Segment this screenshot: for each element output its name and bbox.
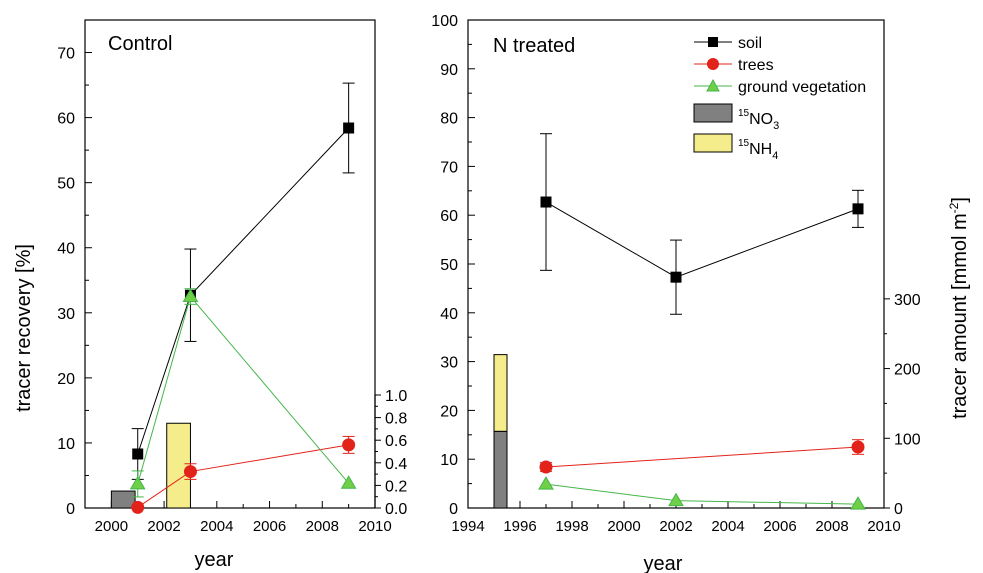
point-trees xyxy=(131,500,145,514)
x-tick-label: 2010 xyxy=(358,518,391,535)
point-ground-vegetation xyxy=(129,475,146,490)
series-line-trees xyxy=(545,446,859,468)
point-trees xyxy=(183,465,197,479)
secondary-y-tick-label: 0.6 xyxy=(385,433,407,450)
y-tick-label: 40 xyxy=(440,306,458,323)
secondary-y-tick-label: 1.0 xyxy=(385,388,407,405)
secondary-y-tick-label: 0.0 xyxy=(385,501,407,518)
y-tick-label: 10 xyxy=(440,452,458,469)
y-tick-label: 50 xyxy=(57,176,75,193)
x-tick-label: 2002 xyxy=(659,518,692,535)
right-ylabel: tracer amount [mmol m-2] xyxy=(947,197,971,419)
y-tick-label: 20 xyxy=(440,403,458,420)
secondary-y-tick-label: 100 xyxy=(894,431,921,448)
legend-item-no3: 15NO3 xyxy=(693,103,779,132)
x-tick-label: 2008 xyxy=(306,518,339,535)
x-tick-label: 2004 xyxy=(200,518,233,535)
x-tick-label: 2004 xyxy=(711,518,744,535)
x-tick-label: 1998 xyxy=(555,518,588,535)
point-trees xyxy=(539,460,553,474)
point-ground-vegetation xyxy=(538,476,554,490)
bar-15no3 xyxy=(110,490,136,509)
legend-item-ground-vegetation: ground vegetation xyxy=(694,78,866,96)
y-tick-label: 60 xyxy=(440,208,458,225)
legend-item-nh4: 15NH4 xyxy=(693,133,778,162)
y-tick-label: 40 xyxy=(57,241,75,258)
y-tick-label: 0 xyxy=(66,501,75,518)
secondary-y-tick-label: 200 xyxy=(894,362,921,379)
y-tick-label: 70 xyxy=(440,159,458,176)
point-ground-vegetation xyxy=(182,288,199,303)
control-xlabel: year xyxy=(195,549,234,571)
control-panel: 2000 2002 2004 2006 2008 2010 0 10 20 30 40 50 60 70 0… xyxy=(57,19,407,571)
n-treated-panel: 1994 1996 1998 2000 2002 2004 2006 2008 20100102… xyxy=(431,13,921,573)
x-tick-label: 1994 xyxy=(451,518,484,535)
point-soil xyxy=(670,271,682,283)
secondary-y-tick-label: 300 xyxy=(894,292,921,309)
legend-label-soil: soil xyxy=(738,35,762,52)
x-tick-label: 2006 xyxy=(253,518,286,535)
series-line-soil xyxy=(545,201,859,278)
legend-label-trees: trees xyxy=(738,57,774,74)
point-soil xyxy=(852,203,864,215)
control-plot-frame xyxy=(84,19,376,509)
x-tick-label: 2000 xyxy=(95,518,128,535)
x-tick-label: 2000 xyxy=(607,518,640,535)
x-tick-label: 1996 xyxy=(503,518,536,535)
secondary-y-tick-label: 0.8 xyxy=(385,411,407,428)
point-trees xyxy=(851,440,865,454)
y-tick-label: 10 xyxy=(57,436,75,453)
y-tick-label: 30 xyxy=(440,355,458,372)
y-tick-label: 30 xyxy=(57,306,75,323)
y-tick-label: 20 xyxy=(57,371,75,388)
left-ylabel: tracer recovery [%] xyxy=(13,244,35,412)
series-line-ground-vegetation xyxy=(545,483,859,505)
secondary-y-tick-label: 0 xyxy=(894,501,903,518)
point-soil xyxy=(343,122,355,134)
y-tick-label: 50 xyxy=(440,257,458,274)
series-line-soil xyxy=(137,127,349,455)
x-tick-label: 2002 xyxy=(147,518,180,535)
legend-item-soil: soil xyxy=(694,35,762,52)
point-soil xyxy=(132,448,144,460)
n-treated-panel-title: N treated xyxy=(493,35,575,57)
y-tick-label: 100 xyxy=(431,13,458,30)
y-tick-label: 0 xyxy=(449,501,458,518)
legend-item-trees: trees xyxy=(694,57,774,74)
bar-15nh4 xyxy=(493,354,508,432)
point-ground-vegetation xyxy=(340,475,357,489)
legend-label-nh4: 15NH4 xyxy=(738,138,778,162)
secondary-y-tick-label: 0.4 xyxy=(385,456,407,473)
legend: soil trees ground vegetation 15NO3 15NH4 xyxy=(693,35,866,162)
bar-15nh4 xyxy=(166,422,191,509)
x-tick-label: 2006 xyxy=(763,518,796,535)
point-trees xyxy=(342,438,356,452)
legend-label-ground-vegetation: ground vegetation xyxy=(738,79,866,96)
point-ground-vegetation xyxy=(668,492,684,507)
x-tick-label: 2008 xyxy=(815,518,848,535)
y-tick-label: 90 xyxy=(440,62,458,79)
point-ground-vegetation xyxy=(850,496,866,510)
n-treated-xlabel: year xyxy=(644,553,683,573)
y-tick-label: 80 xyxy=(440,111,458,128)
y-tick-label: 70 xyxy=(57,46,75,63)
control-panel-title: Control xyxy=(108,33,172,55)
y-tick-label: 60 xyxy=(57,111,75,128)
legend-label-no3: 15NO3 xyxy=(738,108,779,132)
bar-15no3 xyxy=(493,430,508,509)
point-soil xyxy=(540,196,552,208)
x-tick-label: 2010 xyxy=(867,518,900,535)
secondary-y-tick-label: 0.2 xyxy=(385,478,407,495)
